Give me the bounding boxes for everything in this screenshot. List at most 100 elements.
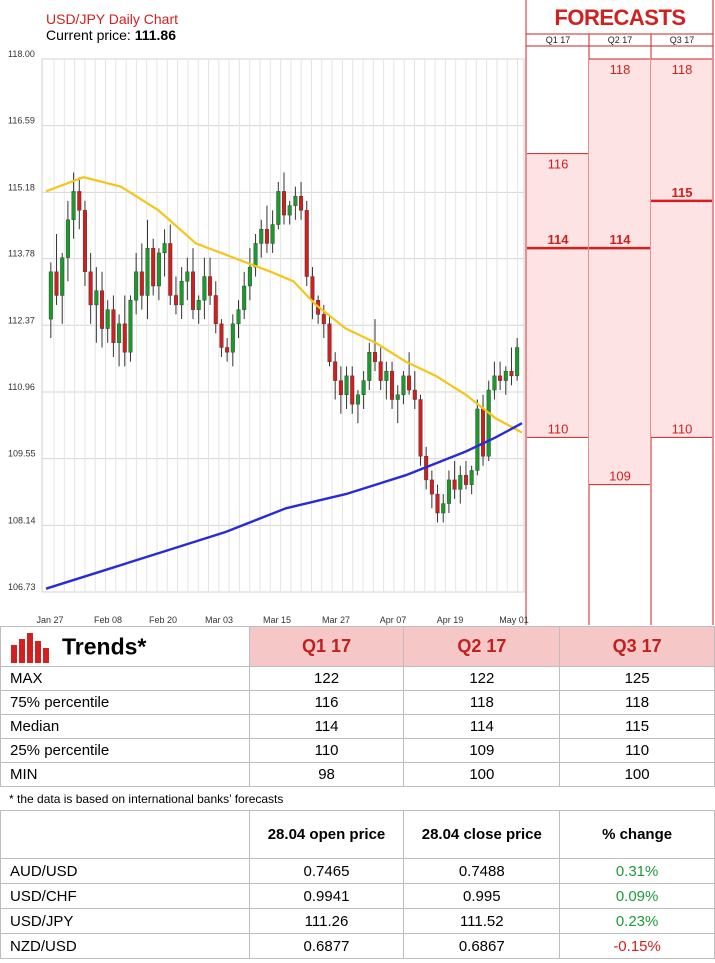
forecast-p75-label: 116 [548, 157, 569, 172]
prices-row-audusd: AUD/USD 0.7465 0.7488 0.31% [0, 858, 715, 884]
candle-body [230, 323, 235, 353]
trends-col-q1: Q1 17 [248, 626, 405, 667]
prices-table: 28.04 open price 28.04 close price % cha… [0, 810, 715, 959]
candle-body [65, 219, 70, 258]
candle-body [128, 299, 133, 353]
ma-long-line [45, 422, 523, 590]
candle-body [429, 479, 434, 495]
forecast-range-box [589, 59, 650, 485]
candle-body [48, 271, 53, 320]
close-price: 0.995 [403, 883, 561, 909]
trends-cell: 114 [248, 714, 405, 739]
ma-short-line [45, 176, 523, 434]
prices-corner-cell [0, 810, 250, 859]
percent-change: 0.31% [559, 858, 715, 884]
y-tick-label: 108.14 [8, 515, 36, 525]
candle-body [202, 276, 207, 301]
candle-body [105, 309, 110, 329]
candle-body [122, 323, 127, 353]
pair-label: NZD/USD [0, 933, 250, 959]
y-tick-label: 106.73 [8, 582, 36, 592]
candle-body [378, 361, 383, 381]
forecasts-header: FORECASTS [554, 5, 686, 30]
forecast-range-box [527, 153, 588, 438]
x-tick-label: May 01 [499, 615, 529, 625]
percent-change: -0.15% [559, 933, 715, 959]
pair-label: AUD/USD [0, 858, 250, 884]
percent-change: 0.09% [559, 883, 715, 909]
candle-body [452, 479, 457, 490]
trends-row-label: MIN [0, 762, 250, 787]
chart-area: Q1 17 116 114 110 Q2 17 118 114 109 Q3 17 118 115 1… [8, 0, 714, 625]
pair-label: USD/JPY [0, 908, 250, 934]
close-price: 0.6867 [403, 933, 561, 959]
trends-row-min: MIN 98 100 100 [0, 762, 715, 787]
trends-cell: 110 [248, 738, 405, 763]
trends-row-median: Median 114 114 115 [0, 714, 715, 739]
forecast-median-label: 114 [548, 232, 570, 247]
candle-body [71, 191, 76, 220]
trends-cell: 115 [559, 714, 715, 739]
forecast-col-label: Q3 17 [670, 35, 695, 45]
candle-body [82, 210, 87, 273]
price-chart: Q1 17 116 114 110 Q2 17 118 114 109 Q3 17 118 115 1… [8, 0, 714, 625]
trends-cell: 116 [248, 690, 405, 715]
y-tick-label: 118.00 [8, 49, 35, 59]
candle-body [168, 243, 173, 296]
candle-body [185, 271, 190, 282]
candle-body [338, 380, 343, 395]
prices-header-row: 28.04 open price 28.04 close price % cha… [0, 810, 715, 859]
candle-body [304, 210, 309, 277]
candle-body [509, 370, 514, 377]
candle-body [247, 266, 252, 287]
y-tick-label: 113.78 [8, 249, 35, 259]
trends-cell: 118 [403, 690, 561, 715]
x-tick-label: Feb 20 [149, 615, 177, 625]
current-price-line: Current price: 111.86 [46, 27, 176, 43]
x-tick-label: Apr 19 [437, 615, 464, 625]
candle-body [441, 503, 446, 514]
open-price: 0.9941 [248, 883, 405, 909]
chart-title: USD/JPY Daily Chart [46, 11, 179, 27]
candle-body [94, 290, 99, 306]
candle-body [282, 191, 287, 216]
candle-body [435, 493, 440, 514]
candle-body [287, 205, 292, 216]
forecast-p25-label: 110 [548, 421, 569, 436]
prices-row-nzdusd: NZD/USD 0.6877 0.6867 -0.15% [0, 933, 715, 959]
candle-body [469, 470, 474, 485]
trends-cell: 114 [403, 714, 561, 739]
candle-body [299, 195, 304, 211]
candle-body [111, 309, 116, 343]
trends-cell: 118 [559, 690, 715, 715]
candle-body [503, 370, 508, 381]
candle-body [145, 247, 150, 296]
candle-body [259, 229, 264, 244]
trends-col-q3: Q3 17 [559, 626, 715, 667]
candle-body [333, 361, 338, 381]
prices-col-close: 28.04 close price [403, 810, 561, 859]
current-price-label: Current price: [46, 27, 135, 43]
prices-col-change: % change [559, 810, 715, 859]
candle-body [458, 474, 463, 490]
prices-row-usdjpy: USD/JPY 111.26 111.52 0.23% [0, 908, 715, 934]
candle-body [264, 229, 269, 244]
candle-body [225, 347, 230, 353]
x-tick-label: Jan 27 [36, 615, 63, 625]
prices-col-open: 28.04 open price [248, 810, 405, 859]
forecast-col-label: Q1 17 [546, 35, 571, 45]
candle-body [418, 399, 423, 457]
trends-title-cell: Trends* [0, 626, 250, 667]
candle-body [321, 314, 326, 325]
x-tick-label: Mar 15 [263, 615, 291, 625]
trends-row-label: MAX [0, 666, 250, 691]
candle-body [60, 257, 65, 296]
current-price-value: 111.86 [134, 27, 176, 43]
candle-body [77, 191, 82, 211]
percent-change: 0.23% [559, 908, 715, 934]
candle-body [390, 370, 395, 400]
x-tick-label: Mar 27 [322, 615, 350, 625]
open-price: 0.6877 [248, 933, 405, 959]
forecast-p75-label: 118 [610, 62, 631, 77]
candle-body [412, 389, 417, 400]
